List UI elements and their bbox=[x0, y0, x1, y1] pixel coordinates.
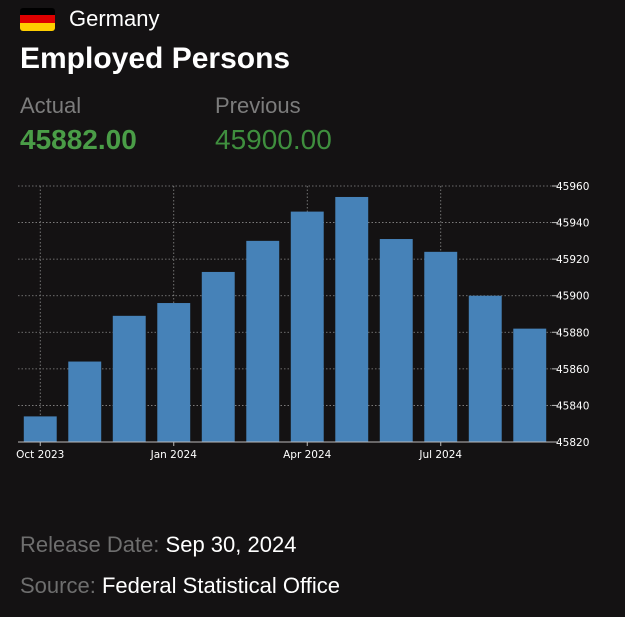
actual-value: 45882.00 bbox=[20, 124, 137, 155]
release-date-label: Release Date: bbox=[20, 532, 160, 557]
x-tick-label: Jan 2024 bbox=[150, 449, 198, 461]
actual-label: Actual bbox=[20, 93, 82, 118]
release-date-value: Sep 30, 2024 bbox=[165, 532, 297, 557]
page-title: Employed Persons bbox=[20, 42, 291, 75]
previous-value: 45900.00 bbox=[215, 124, 332, 155]
header: Germany bbox=[20, 6, 159, 32]
country-name: Germany bbox=[69, 6, 160, 31]
y-tick-label: 45900 bbox=[556, 291, 589, 303]
source-value: Federal Statistical Office bbox=[101, 573, 340, 598]
bar-jun-2024 bbox=[379, 239, 413, 442]
bar-feb-2024 bbox=[201, 271, 235, 442]
bar-nov-2023 bbox=[68, 361, 102, 442]
flag-stripe-gold bbox=[20, 22, 55, 31]
flag-stripe-red bbox=[20, 15, 55, 23]
source: Source: Federal Statistical Office bbox=[20, 573, 340, 599]
y-tick-label: 45880 bbox=[556, 327, 589, 339]
bar-aug-2024 bbox=[468, 295, 502, 442]
y-tick-label: 45960 bbox=[556, 181, 589, 193]
bar-apr-2024 bbox=[290, 211, 324, 442]
bar-oct-2023 bbox=[23, 416, 57, 442]
employed-persons-chart: 45820 45840 45860 45880 45900 45920 45940 45960… bbox=[16, 181, 589, 461]
bar-sep-2024 bbox=[513, 328, 547, 442]
x-tick-label: Jul 2024 bbox=[418, 449, 462, 461]
previous-label: Previous bbox=[215, 93, 301, 118]
y-tick-label: 45920 bbox=[556, 254, 589, 266]
source-label: Source: bbox=[20, 573, 96, 598]
y-tick-label: 45860 bbox=[556, 364, 589, 376]
germany-flag-icon bbox=[20, 7, 55, 31]
bar-may-2024 bbox=[335, 196, 369, 442]
flag-stripe-black bbox=[20, 7, 55, 16]
bar-mar-2024 bbox=[246, 240, 280, 442]
bar-jan-2024 bbox=[157, 303, 191, 442]
x-tick-label: Oct 2023 bbox=[16, 449, 64, 461]
x-tick-label: Apr 2024 bbox=[283, 449, 332, 461]
release-date: Release Date: Sep 30, 2024 bbox=[20, 532, 296, 558]
bar-dec-2023 bbox=[112, 315, 146, 442]
bar-jul-2024 bbox=[424, 251, 458, 442]
y-tick-label: 45940 bbox=[556, 218, 589, 230]
y-tick-label: 45840 bbox=[556, 400, 589, 412]
y-tick-label: 45820 bbox=[556, 437, 589, 449]
